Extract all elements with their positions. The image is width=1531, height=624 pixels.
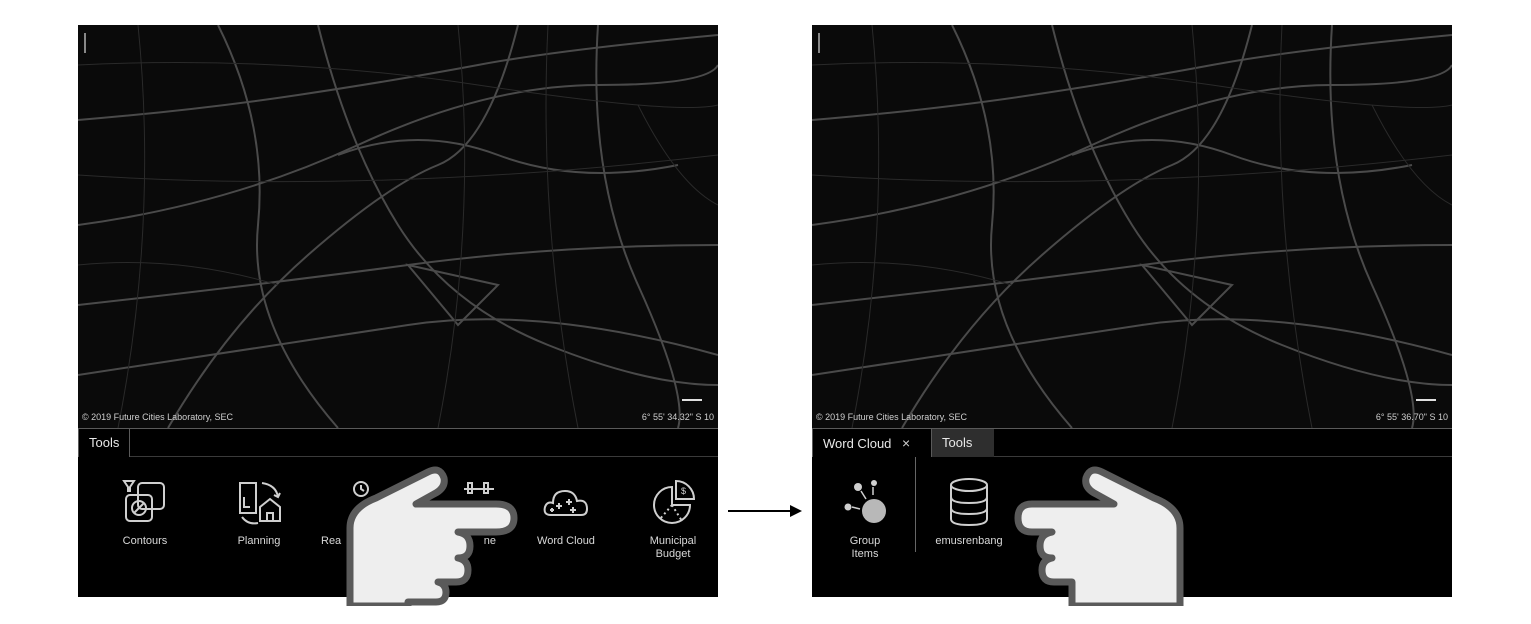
tab-word-cloud[interactable]: Word Cloud ×: [812, 429, 932, 457]
transition-arrow-icon: [728, 505, 802, 517]
tool-word-cloud[interactable]: Word Cloud: [521, 477, 611, 548]
map-attribution: © 2019 Future Cities Laboratory, SEC: [816, 412, 968, 422]
map-view[interactable]: © 2019 Future Cities Laboratory, SEC 6° …: [78, 25, 718, 428]
word-cloud-icon: [543, 489, 589, 516]
tool-contours[interactable]: Contours: [100, 477, 190, 548]
tool-word-cloud-label: Word Cloud: [537, 535, 595, 547]
tool-municipal-budget-label: Municipal Budget: [649, 535, 697, 560]
tools-toolbar: Contours Planning: [78, 457, 718, 597]
tool-realtime-label: Rea: [321, 535, 342, 547]
group-items-icon: [844, 480, 886, 523]
timeline-icon: [464, 482, 494, 494]
tool-emusrenbang-label: emusrenbang: [935, 535, 1003, 547]
map-roads: [78, 25, 718, 428]
pointing-hand-icon: [346, 466, 518, 606]
map-scale-bar: [682, 399, 702, 401]
tool-timeline-label: ne: [483, 535, 496, 547]
database-icon: [950, 478, 988, 527]
tool-timeline[interactable]: ne: [424, 477, 514, 548]
municipal-budget-icon: $: [653, 479, 696, 524]
map-scale-bar: [1416, 399, 1436, 401]
map-edge-handle[interactable]: [818, 33, 820, 53]
pointing-hand-icon: [1014, 466, 1184, 606]
map-view[interactable]: © 2019 Future Cities Laboratory, SEC 6° …: [812, 25, 1452, 428]
tool-contours-label: Contours: [122, 535, 168, 547]
map-edge-handle[interactable]: [84, 33, 86, 53]
word-cloud-toolbar: Group Items emusrenbang: [812, 457, 1452, 597]
svg-text:$: $: [681, 486, 686, 496]
tab-tools[interactable]: Tools: [932, 429, 994, 457]
tool-planning-label: Planning: [237, 535, 281, 547]
panel-tab-strip: Word Cloud × Tools: [812, 428, 1452, 457]
map-roads: [812, 25, 1452, 428]
map-attribution: © 2019 Future Cities Laboratory, SEC: [82, 412, 234, 422]
tool-emusrenbang[interactable]: emusrenbang: [924, 477, 1014, 548]
map-coordinates: 6° 55' 36.70" S 10: [1375, 412, 1448, 422]
tool-planning[interactable]: Planning: [214, 477, 304, 548]
toolbar-divider: [915, 457, 916, 552]
tool-municipal-budget[interactable]: $ Municipal Budget: [628, 477, 718, 561]
tab-tools[interactable]: Tools: [78, 429, 131, 457]
close-icon[interactable]: ×: [902, 435, 911, 451]
planning-icon: [239, 482, 281, 525]
tool-group-items-label: Group Items: [849, 535, 881, 560]
map-coordinates: 6° 55' 34.32" S 10: [641, 412, 714, 422]
tab-tools-label: Tools: [942, 435, 973, 450]
tab-tools-label: Tools: [89, 435, 120, 450]
contours-icon: [122, 480, 165, 522]
tab-word-cloud-label: Word Cloud: [823, 436, 892, 451]
tool-group-items[interactable]: Group Items: [820, 477, 910, 561]
panel-tab-strip: Tools: [78, 428, 718, 457]
left-app-window: © 2019 Future Cities Laboratory, SEC 6° …: [78, 25, 718, 597]
